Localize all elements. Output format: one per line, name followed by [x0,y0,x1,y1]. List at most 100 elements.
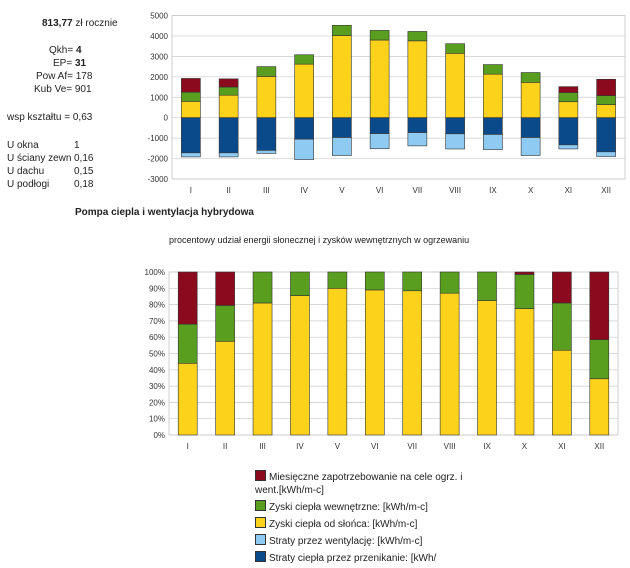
x-tick-label: V [339,186,345,195]
bar-internal [589,339,610,380]
x-tick-label: X [522,442,528,451]
bar-internal [402,271,423,292]
pow-af: Pow Af= 178 [36,71,93,82]
x-tick-label: I [187,442,189,451]
legend-swatch [255,500,266,511]
bar-demand [218,78,239,88]
u-label: U podłogi [7,179,50,190]
bar-internal [256,66,277,77]
x-tick-label: IV [300,186,308,195]
u-label: U ściany zewn [7,153,72,164]
y-tick-label: 80% [149,301,165,310]
bar-internal [552,302,572,351]
bar-demand [589,271,610,340]
bar-ventilation [256,150,277,154]
y-tick-label: 50% [149,350,165,359]
bar-internal [520,72,541,83]
bar-ventilation [445,133,465,150]
bar-ventilation [520,137,541,156]
bar-ventilation [218,152,239,158]
y-tick-label: 3000 [150,52,168,61]
bar-internal [439,271,460,294]
x-tick-label: II [223,442,227,451]
bar-internal [407,31,428,42]
y-tick-label: -2000 [148,155,169,164]
x-tick-label: III [259,442,266,451]
y-tick-label: 100% [145,268,165,277]
bar-internal [514,274,535,309]
x-tick-label: IV [296,442,304,451]
bar-internal [369,30,390,41]
bar-solar [477,300,497,436]
u-label: U okna [7,140,39,151]
bar-internal [215,305,235,342]
bar-solar [514,308,535,436]
legend-label: Straty ciepła przez przenikanie: [kWh/ [269,553,437,564]
bar-solar [327,287,348,436]
bar-internal [290,271,310,296]
bar-ventilation [596,151,616,157]
bar-internal [294,54,314,65]
legend-swatch [255,470,266,481]
chart-percent-share: 100%90%80%70%60%50%40%30%20%10%0%I II III I… [145,268,619,451]
x-tick-label: VII [412,186,422,195]
bar-solar [589,378,610,436]
legend-item-ventilation: Straty przez wentylację: [kWh/m-c] [255,534,485,548]
y-tick-label: 90% [149,284,165,293]
bar-internal [364,271,385,291]
bar-demand [177,271,198,325]
u-value: 1 [74,140,80,151]
bar-ventilation [407,132,428,147]
legend-label: Miesięczne zapotrzebowanie na cele ogrz.… [255,472,463,496]
x-tick-label: X [528,186,534,195]
y-tick-label: 10% [149,415,165,424]
bar-solar [177,362,198,436]
bar-solar [439,292,460,436]
bar-ventilation [558,144,579,150]
bar-solar [402,290,423,436]
bar-demand [596,78,616,96]
y-tick-label: 40% [149,366,165,375]
bar-demand [552,271,572,304]
x-tick-label: XII [594,442,604,451]
bar-ventilation [294,138,314,160]
legend-label: Straty przez wentylację: [kWh/m-c] [269,536,423,547]
x-tick-label: VI [371,442,379,451]
bar-internal [252,271,273,304]
bar-solar [364,289,385,436]
y-tick-label: 20% [149,398,165,407]
x-tick-label: IX [483,442,491,451]
x-tick-label: VIII [444,442,456,451]
x-tick-label: VIII [449,186,461,195]
bar-solar [215,340,235,436]
y-tick-label: -1000 [148,134,169,143]
bar-ventilation [181,152,201,158]
qkh: Qkh= 4 [49,45,82,56]
y-tick-label: 0 [164,114,169,123]
bar-internal [327,271,348,289]
bar-solar [552,349,572,436]
x-tick-label: III [263,186,270,195]
section-title: Pompa ciepla i wentylacja hybrydowa [75,207,254,218]
y-tick-label: 30% [149,382,165,391]
x-tick-label: XI [558,442,566,451]
y-tick-label: 5000 [150,12,168,21]
x-tick-label: II [226,186,230,195]
legend-swatch [255,534,266,545]
u-label: U dachu [7,166,45,177]
legend-label: Zyski ciepła wewnętrzne: [kWh/m-c] [269,502,428,513]
bar-ventilation [369,133,390,150]
y-tick-label: 60% [149,333,165,342]
legend-item-internal: Zyski ciepła wewnętrzne: [kWh/m-c] [255,500,485,514]
y-tick-label: -3000 [148,175,169,184]
legend-item-demand: Miesięczne zapotrzebowanie na cele ogrz.… [255,470,485,497]
annual-cost: 813,77 zł rocznie [42,18,118,29]
x-tick-label: I [190,186,192,195]
bar-internal [483,64,503,75]
y-tick-label: 0% [153,431,165,440]
kub-ve: Kub Ve= 901 [34,84,92,95]
bar-internal [445,43,465,54]
x-tick-label: IX [489,186,497,195]
bar-ventilation [332,137,352,156]
